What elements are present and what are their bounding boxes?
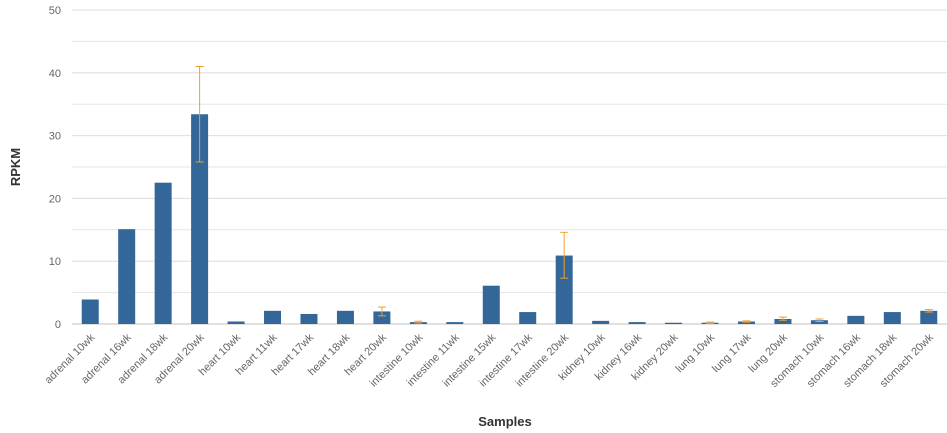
bar [847,315,865,324]
gridlines [72,9,947,325]
y-tick-label: 0 [55,319,61,331]
error-bar [742,320,751,323]
bar [118,229,136,324]
error-bar [924,309,933,313]
bar [592,320,610,324]
error-bar [414,320,423,324]
bar [555,255,573,324]
error-bars [195,66,933,324]
y-tick-label: 10 [49,256,61,268]
bar [81,299,99,324]
bar [628,322,646,324]
y-axis-ticks: 0 10 20 30 40 50 [49,5,61,331]
bars [81,114,938,324]
error-bar [778,316,787,321]
bar [227,321,245,324]
x-axis-title: Samples [478,414,531,429]
y-tick-label: 40 [49,68,61,80]
bar [920,310,938,324]
bar [737,321,755,324]
error-bar [815,318,824,322]
error-bar [706,321,715,324]
y-tick-label: 50 [49,5,61,17]
error-bar [560,231,569,279]
y-axis-title: RPKM [8,148,23,186]
y-tick-label: 30 [49,131,61,143]
bar [373,311,391,324]
bar [519,312,537,324]
bar [774,318,792,324]
bar [446,322,464,324]
error-bar [377,306,386,317]
error-bar [195,66,204,163]
y-tick-label: 20 [49,193,61,205]
bar [154,182,172,324]
bar [665,322,683,324]
bar [482,285,500,324]
bar [336,310,354,324]
bar [300,313,318,324]
bar [191,114,209,324]
bar [883,312,901,324]
bar [264,310,282,324]
bar [810,320,828,324]
